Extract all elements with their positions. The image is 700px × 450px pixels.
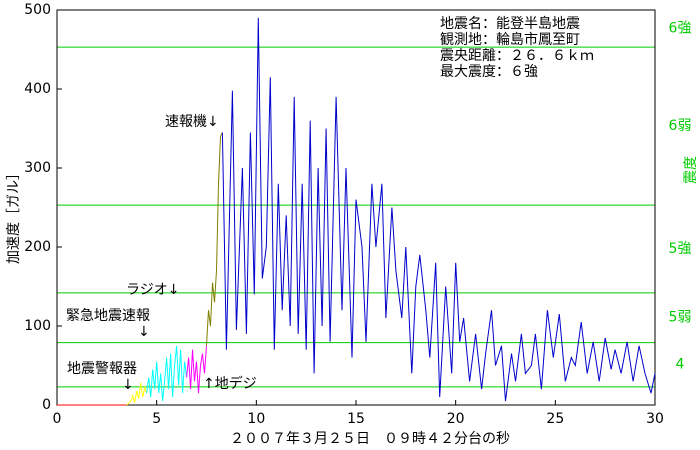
annotation: 地震警報器: [67, 361, 137, 377]
info-line: 観測地：輪島市鳳至町: [440, 31, 580, 48]
x-tick-label: 25: [546, 411, 564, 427]
intensity-label: 5弱: [669, 310, 692, 326]
y-tick-label: 300: [24, 160, 51, 176]
info-line: 震央距離：２６．６ｋｍ: [440, 47, 594, 64]
annotation: ↓: [122, 377, 134, 393]
x-tick-label: 20: [447, 411, 465, 427]
x-tick-label: 15: [347, 411, 365, 427]
waveform-line: [126, 382, 148, 406]
y-tick-label: 400: [24, 81, 51, 97]
y-tick-label: 500: [24, 2, 51, 18]
intensity-label: 4: [676, 357, 685, 373]
waveform-line: [206, 132, 223, 346]
intensity-label: 6弱: [669, 118, 692, 134]
x-tick-label: 0: [53, 411, 62, 427]
waveform-line: [186, 345, 207, 394]
x-axis-label: ２００７年３月２５日 ０９時４２分台の秒: [230, 431, 510, 447]
y-axis-label: 加速度［ガル］: [6, 166, 22, 264]
annotation: ↑地デジ: [203, 375, 257, 392]
y2-axis-label: 震度: [683, 156, 699, 184]
intensity-label: 5強: [669, 241, 692, 257]
intensity-label: 6強: [669, 21, 692, 37]
annotation: ラジオ↓: [126, 282, 179, 298]
info-line: 最大震度：６強: [440, 64, 538, 80]
x-tick-label: 10: [247, 411, 265, 427]
annotation: 速報機↓: [165, 114, 219, 130]
waveform-line: [146, 345, 188, 402]
x-tick-label: 30: [646, 411, 664, 427]
info-line: 地震名：能登半島地震: [440, 16, 580, 32]
y-tick-label: 0: [42, 397, 51, 413]
y-tick-label: 100: [24, 318, 51, 334]
x-tick-label: 5: [152, 411, 161, 427]
y-tick-label: 200: [24, 239, 51, 255]
waveform-line: [221, 17, 656, 402]
annotation: ↓: [138, 324, 150, 340]
annotation: 緊急地震速報: [66, 308, 150, 324]
